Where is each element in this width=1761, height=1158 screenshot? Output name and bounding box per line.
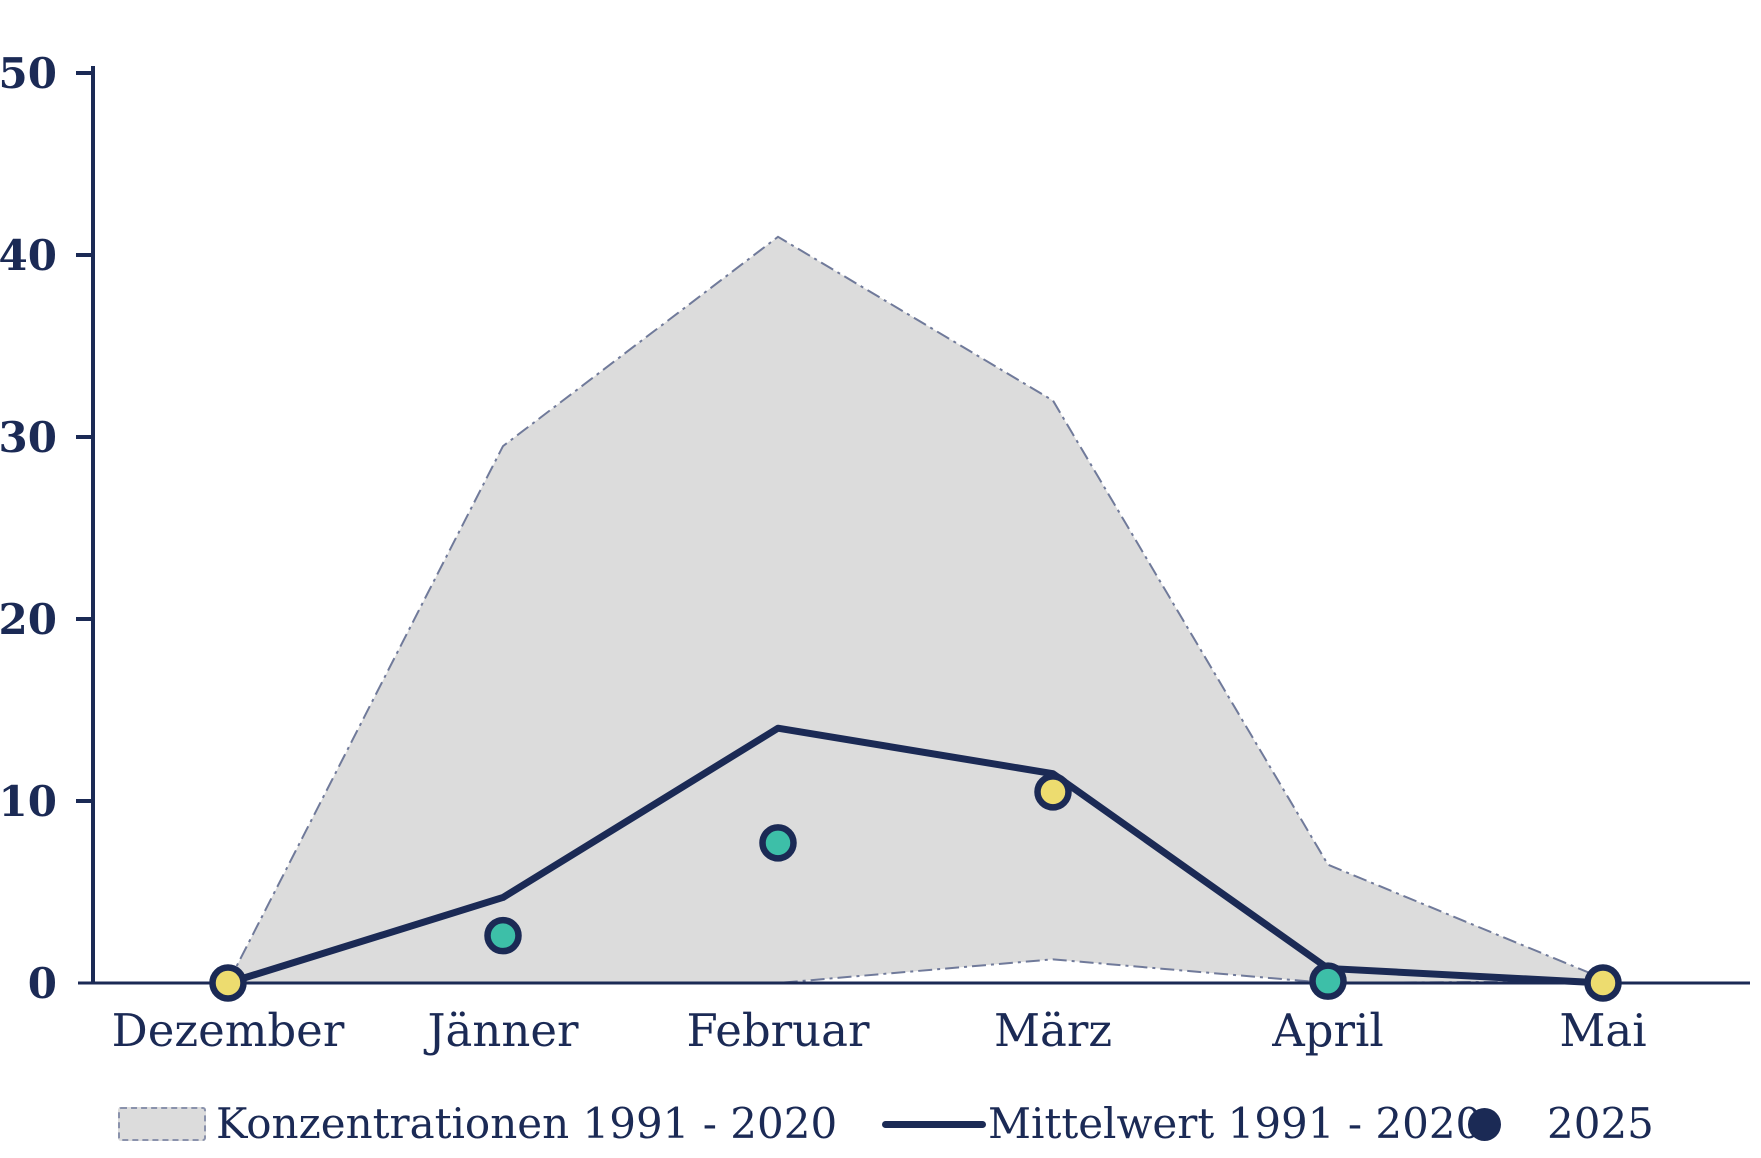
legend-label-2025: 2025 [1547,1099,1654,1148]
line-swatch-icon [882,1120,986,1128]
x-tick-label: Jänner [424,1004,579,1057]
mean-line [224,724,1607,987]
legend-item-mittelwert: Mittelwert 1991 - 2020 [882,1098,1482,1150]
legend-item-konzentrationen: Konzentrationen 1991 - 2020 [118,1098,837,1150]
data-point-februar [759,824,797,862]
chart-legend: Konzentrationen 1991 - 2020 Mittelwert 1… [0,1098,1761,1150]
data-point-jänner [484,916,522,955]
legend-item-2025: 2025 [1468,1098,1654,1150]
data-point-april [1309,962,1347,1000]
x-tick-label: Dezember [112,1004,345,1057]
data-point-märz [1034,773,1072,811]
concentration-band [226,235,1604,985]
y-tick-label: 30 [0,413,57,462]
x-tick-label: März [994,1004,1112,1057]
x-tick-label: Februar [686,1004,870,1057]
legend-label-konzentrationen: Konzentrationen 1991 - 2020 [216,1099,838,1148]
x-tick-label: Mai [1559,1004,1646,1057]
y-tick-label: 0 [28,959,57,1008]
y-tick-label: 40 [0,231,57,280]
data-point-mai [1584,964,1622,1002]
x-tick-label: April [1271,1004,1384,1057]
data-point-dezember [209,964,247,1002]
band-swatch-icon [118,1107,206,1141]
legend-label-mittelwert: Mittelwert 1991 - 2020 [988,1099,1483,1148]
y-tick-label: 10 [0,777,57,826]
y-tick-label: 20 [0,595,57,644]
y-tick-label: 50 [0,49,57,98]
dot-swatch-icon [1468,1107,1501,1141]
